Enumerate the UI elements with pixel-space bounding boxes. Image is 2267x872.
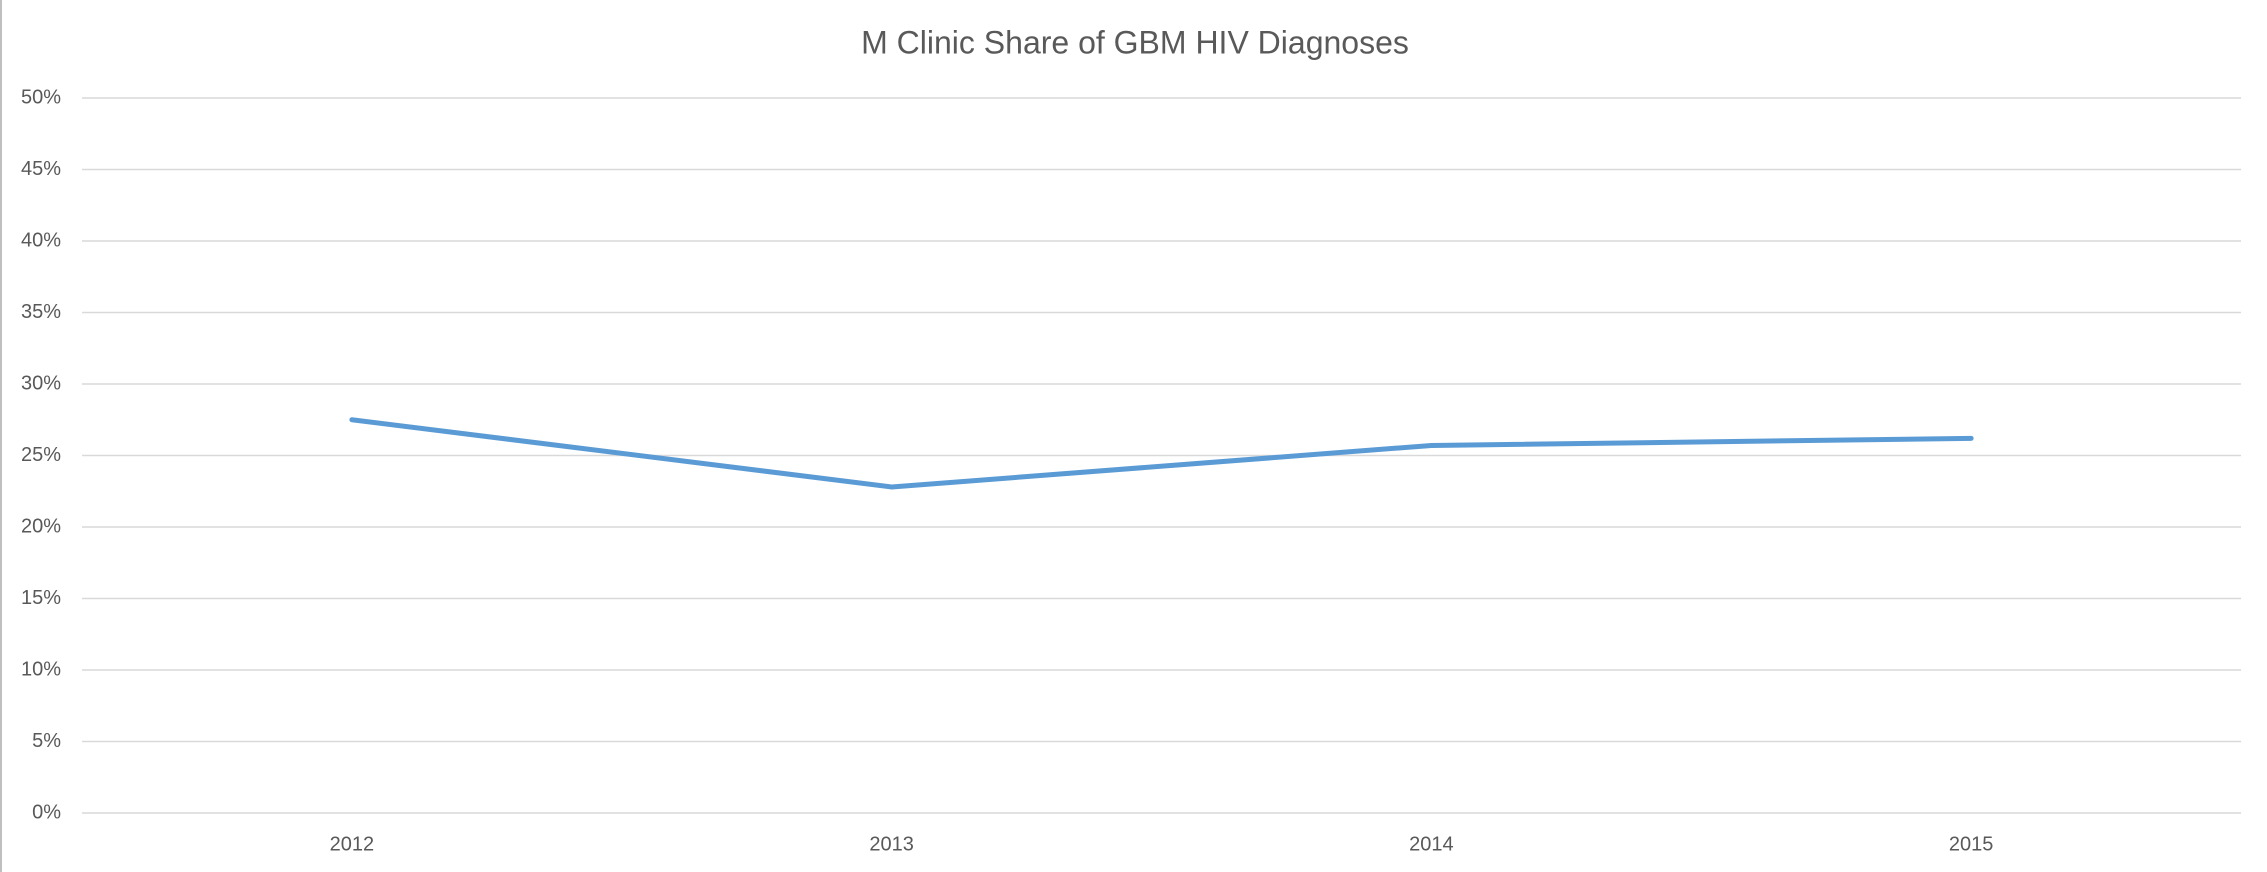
y-tick-label: 30% bbox=[21, 372, 61, 394]
y-tick-label: 40% bbox=[21, 229, 61, 251]
x-tick-label: 2014 bbox=[1409, 833, 1454, 855]
y-tick-label: 50% bbox=[21, 86, 61, 108]
chart-title: M Clinic Share of GBM HIV Diagnoses bbox=[861, 24, 1409, 60]
y-tick-label: 20% bbox=[21, 515, 61, 537]
x-tick-label: 2012 bbox=[330, 833, 375, 855]
y-tick-label: 0% bbox=[32, 801, 61, 823]
line-series bbox=[349, 417, 1974, 490]
y-tick-label: 15% bbox=[21, 587, 61, 609]
y-tick-label: 5% bbox=[32, 730, 61, 752]
y-tick-label: 25% bbox=[21, 444, 61, 466]
y-tick-label: 35% bbox=[21, 301, 61, 323]
y-tick-label: 45% bbox=[21, 158, 61, 180]
y-tick-label: 10% bbox=[21, 658, 61, 680]
x-tick-label: 2015 bbox=[1949, 833, 1994, 855]
x-tick-label: 2013 bbox=[869, 833, 914, 855]
